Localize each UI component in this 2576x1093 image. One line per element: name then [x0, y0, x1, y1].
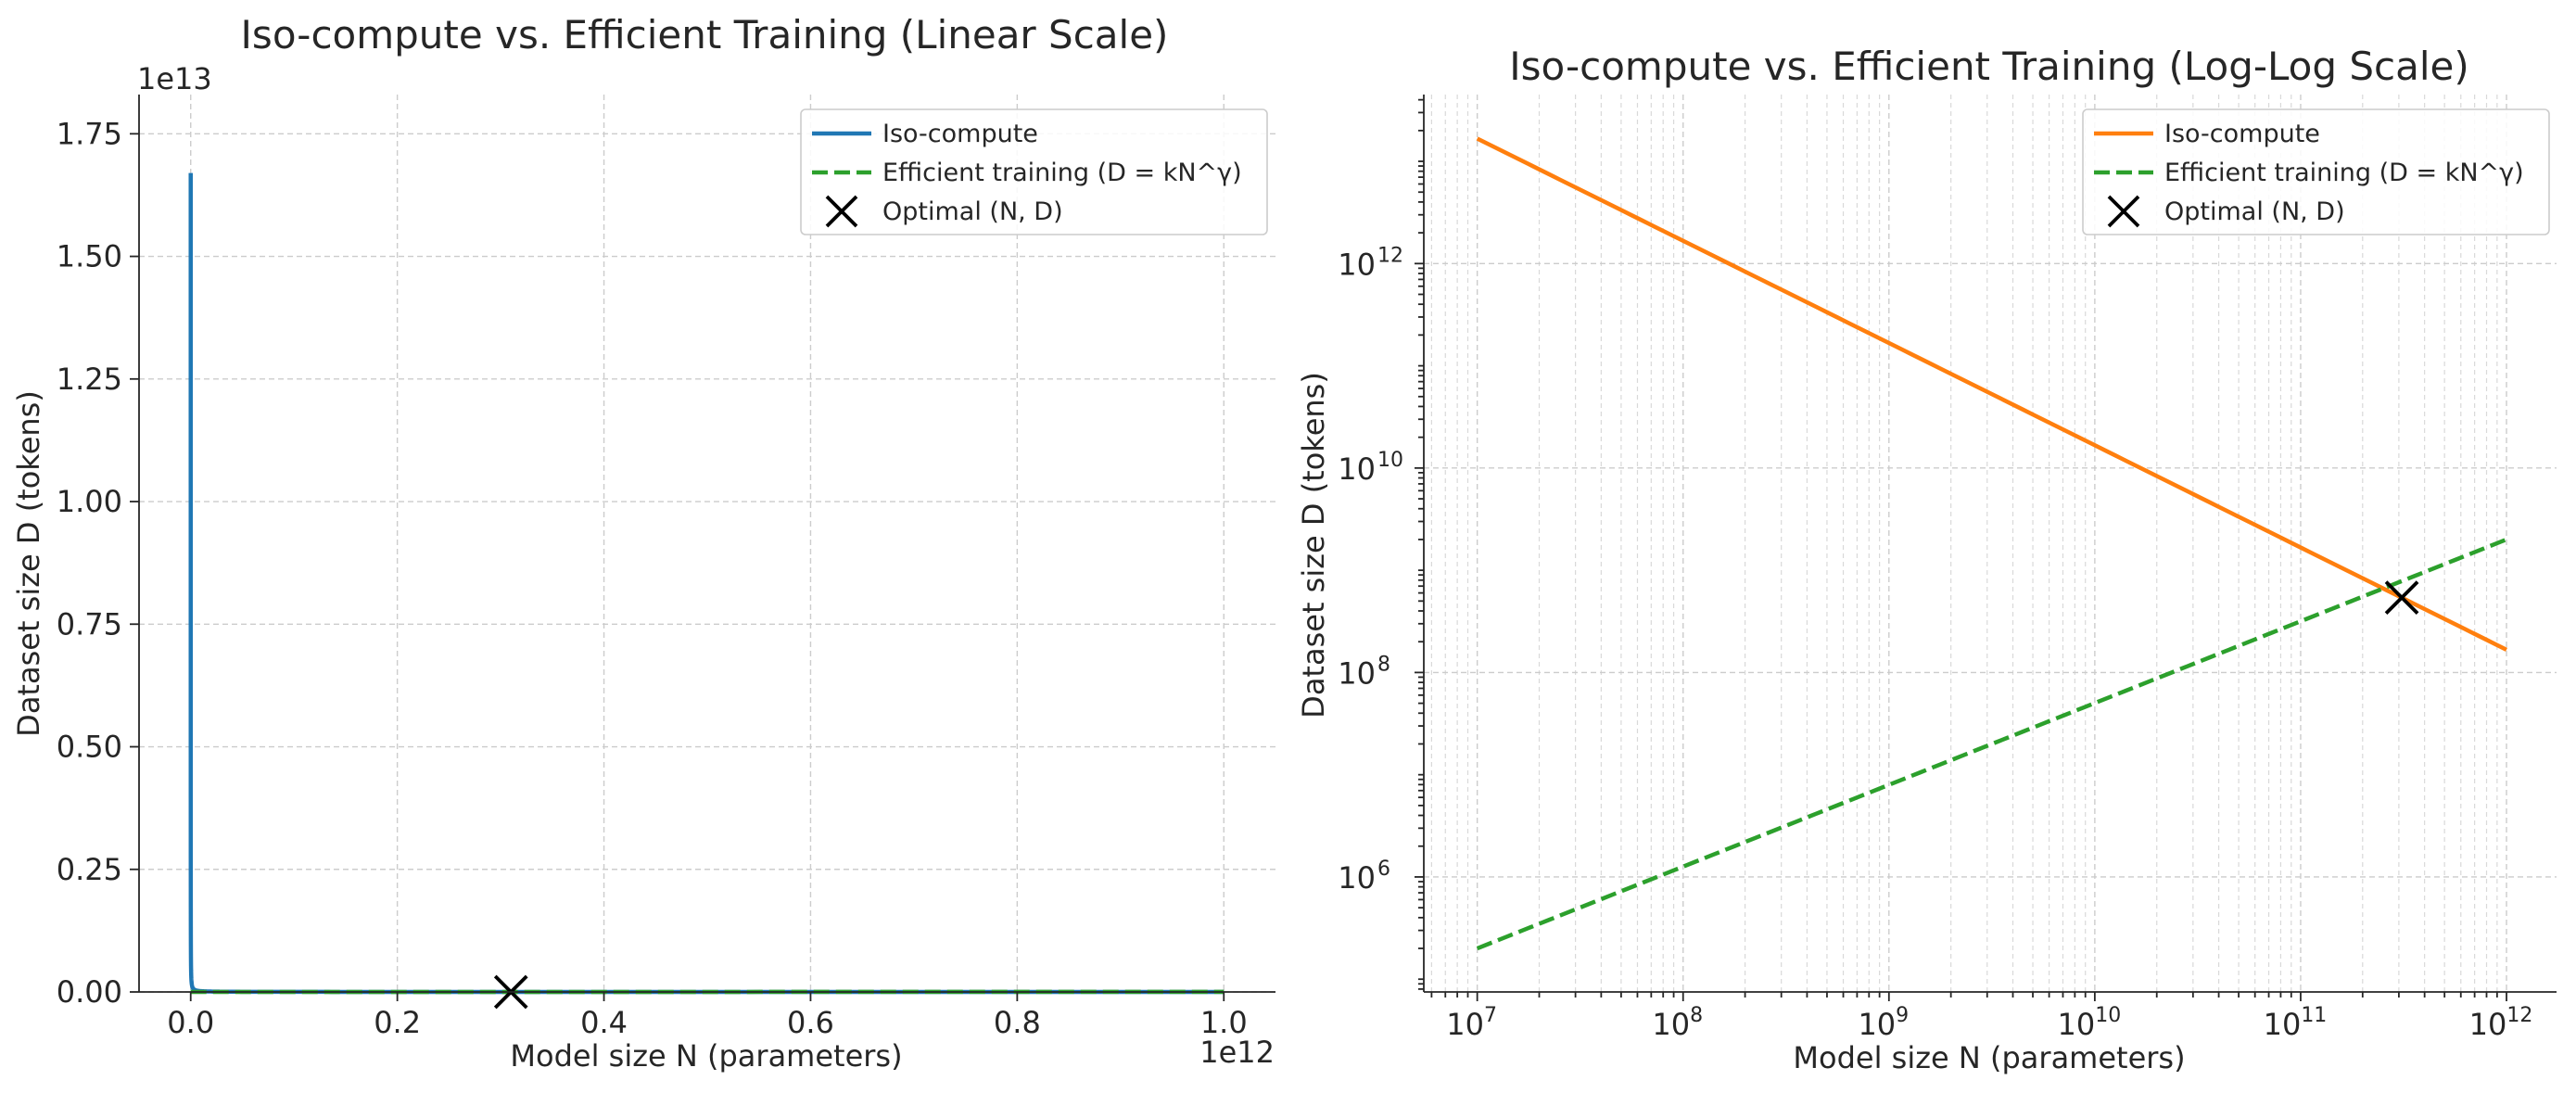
x-tick-label: 107: [1446, 1004, 1497, 1042]
x-tick-label: 0.0: [167, 1005, 214, 1040]
y-tick-label: 0.75: [57, 606, 122, 642]
x-tick-label: 0.2: [374, 1005, 421, 1040]
x-axis-label: Model size N (parameters): [1793, 1040, 2185, 1075]
legend-label: Optimal (N, D): [882, 197, 1063, 226]
y-tick-label: 1.25: [57, 362, 122, 397]
x-tick-label: 0.4: [580, 1005, 628, 1040]
x-tick-label: 1.0: [1200, 1005, 1248, 1040]
x-tick-label: 1011: [2264, 1004, 2328, 1042]
x-tick-label: 0.8: [994, 1005, 1041, 1040]
log-log-scale-chart: Iso-compute vs. Efficient Training (Log-…: [1296, 44, 2557, 1075]
legend-label: Efficient training (D = kN^γ): [2164, 159, 2524, 187]
y-tick-label: 10: [1338, 655, 1376, 691]
x-tick-label: 1012: [2469, 1004, 2533, 1042]
x-tick-label: 0.6: [787, 1005, 834, 1040]
series-line: [1476, 136, 2508, 652]
y-tick-label: 1.75: [57, 116, 122, 151]
y-tick-label: 10: [1338, 451, 1376, 487]
y-tick-exponent: 12: [1377, 244, 1403, 267]
legend-marker: [825, 195, 858, 228]
y-axis-label: Dataset size D (tokens): [1296, 372, 1331, 718]
x-axis-label: Model size N (parameters): [510, 1038, 902, 1074]
chart-title: Iso-compute vs. Efficient Training (Log-…: [1509, 44, 2469, 89]
legend-label: Iso-compute: [2164, 120, 2320, 148]
y-offset-label: 1e13: [137, 61, 212, 96]
y-tick-label: 0.25: [57, 852, 122, 887]
y-tick-label: 1.50: [57, 239, 122, 274]
y-tick-label: 10: [1338, 860, 1376, 896]
y-tick-label: 0.50: [57, 730, 122, 765]
legend-label: Optimal (N, D): [2164, 197, 2345, 226]
legend: Iso-compute Efficient training (D = kN^γ)…: [2082, 108, 2550, 235]
optimal-point-marker: [2384, 580, 2419, 615]
x-tick-label: 108: [1652, 1004, 1703, 1042]
legend-frame: [800, 108, 1268, 235]
y-axis-label: Dataset size D (tokens): [11, 390, 46, 737]
y-tick-exponent: 6: [1377, 858, 1390, 881]
legend-label: Efficient training (D = kN^γ): [882, 159, 1242, 187]
linear-scale-chart: Iso-compute vs. Efficient Training (Line…: [11, 12, 1275, 1074]
legend: Iso-compute Efficient training (D = kN^γ)…: [800, 108, 1268, 235]
y-tick-exponent: 8: [1377, 653, 1390, 676]
series-line: [1476, 537, 2507, 951]
legend-label: Iso-compute: [882, 120, 1038, 148]
y-tick-label: 10: [1338, 247, 1376, 282]
x-offset-label: 1e12: [1199, 1035, 1275, 1070]
y-tick-exponent: 10: [1377, 449, 1403, 472]
x-tick-label: 1010: [2058, 1004, 2122, 1042]
x-tick-label: 109: [1858, 1004, 1909, 1042]
legend-frame: [2082, 108, 2550, 235]
y-tick-label: 0.00: [57, 974, 122, 1010]
chart-title: Iso-compute vs. Efficient Training (Line…: [241, 12, 1169, 57]
legend-marker: [2107, 195, 2140, 228]
y-tick-label: 1.00: [57, 484, 122, 519]
